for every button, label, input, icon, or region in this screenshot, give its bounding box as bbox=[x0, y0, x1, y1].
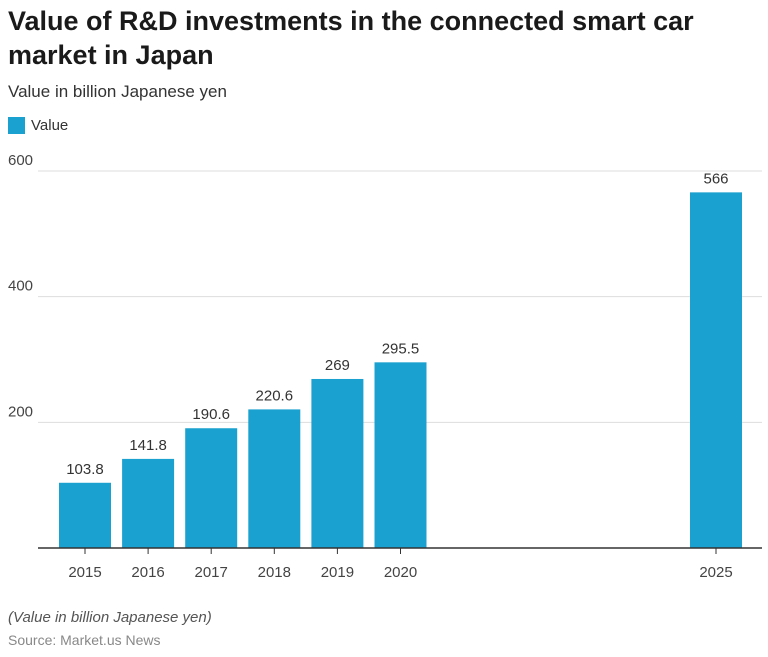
chart-subtitle: Value in billion Japanese yen bbox=[8, 82, 227, 101]
value-label: 220.6 bbox=[256, 387, 294, 404]
y-tick-label: 400 bbox=[8, 278, 33, 295]
x-tick-label: 2020 bbox=[384, 564, 417, 581]
x-tick-label: 2016 bbox=[131, 564, 164, 581]
bar-2025 bbox=[690, 192, 742, 548]
value-label: 295.5 bbox=[382, 340, 420, 357]
bar-2018 bbox=[248, 409, 301, 548]
value-label: 141.8 bbox=[129, 437, 167, 454]
footnote: (Value in billion Japanese yen) bbox=[8, 609, 212, 626]
bar-chart: 200 400 600 103.8 2015 141.8 2016 190.6 2017 220.… bbox=[8, 152, 762, 581]
bar-2017 bbox=[185, 428, 238, 548]
bar-2019 bbox=[311, 378, 364, 548]
value-label: 269 bbox=[325, 357, 350, 374]
bar-2016 bbox=[122, 458, 175, 548]
chart-title: Value of R&D investments in the connecte… bbox=[8, 6, 694, 70]
x-tick-label: 2015 bbox=[68, 564, 101, 581]
x-tick-label: 2025 bbox=[699, 564, 732, 581]
legend: Value bbox=[8, 117, 68, 134]
x-tick-label: 2018 bbox=[258, 564, 291, 581]
y-tick-label: 600 bbox=[8, 152, 33, 169]
bar-2020 bbox=[374, 362, 427, 548]
x-tick-label: 2019 bbox=[321, 564, 354, 581]
bar-2015 bbox=[59, 482, 111, 548]
y-tick-label: 200 bbox=[8, 403, 33, 420]
legend-label: Value bbox=[31, 117, 69, 134]
value-label: 103.8 bbox=[66, 461, 104, 478]
value-label: 566 bbox=[703, 170, 728, 187]
value-label: 190.6 bbox=[192, 406, 230, 423]
x-tick-label: 2017 bbox=[195, 564, 228, 581]
legend-swatch bbox=[8, 117, 25, 134]
source-note: Source: Market.us News bbox=[8, 632, 161, 648]
